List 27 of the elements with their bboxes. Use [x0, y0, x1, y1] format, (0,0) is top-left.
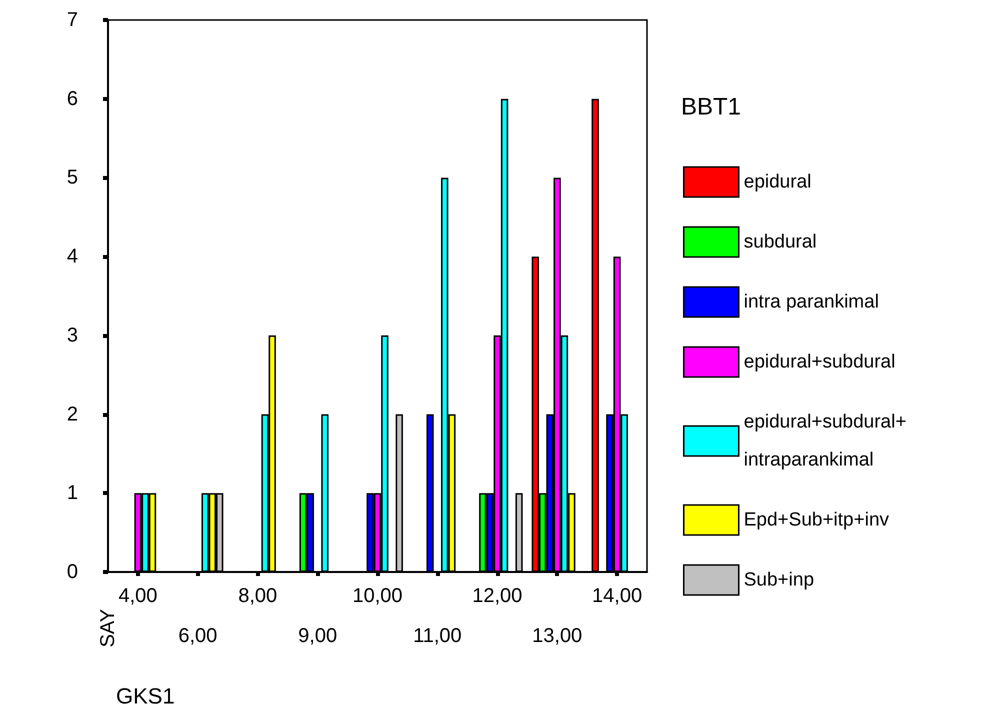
- x-tick-label: 4,00: [118, 585, 158, 607]
- x-tick-label: 11,00: [413, 625, 462, 647]
- x-tick-label: 12,00: [472, 585, 522, 607]
- y-axis-title: SAY: [97, 608, 119, 648]
- x-tick-label: 8,00: [238, 585, 278, 607]
- legend-label: epidural+subdural: [744, 352, 896, 372]
- legend-label: Sub+inp: [744, 570, 814, 590]
- y-tick-label: 3: [66, 324, 78, 346]
- y-tick-label: 0: [66, 561, 78, 583]
- x-tick-label: 14,00: [592, 585, 642, 607]
- legend-label: subdural: [744, 232, 817, 252]
- y-tick-label: 6: [66, 88, 78, 110]
- legend-label: epidural+subdural+ intraparankimal: [744, 412, 906, 470]
- legend-title: BBT1: [681, 94, 742, 120]
- y-tick-label: 5: [66, 166, 78, 189]
- legend-label: epidural: [744, 172, 812, 192]
- legend-label: intra parankimal: [744, 292, 879, 312]
- y-tick-label: 7: [66, 9, 78, 31]
- x-tick-label: 9,00: [298, 625, 338, 647]
- legend-label: Epd+Sub+itp+inv: [744, 510, 890, 530]
- x-tick-label: 6,00: [178, 625, 218, 647]
- x-axis-title: GKS1: [116, 684, 175, 708]
- y-tick-label: 1: [66, 482, 78, 504]
- x-tick-label: 10,00: [352, 585, 403, 607]
- x-tick-label: 13,00: [532, 625, 582, 647]
- y-tick-label: 4: [66, 246, 78, 268]
- y-tick-label: 2: [66, 403, 78, 426]
